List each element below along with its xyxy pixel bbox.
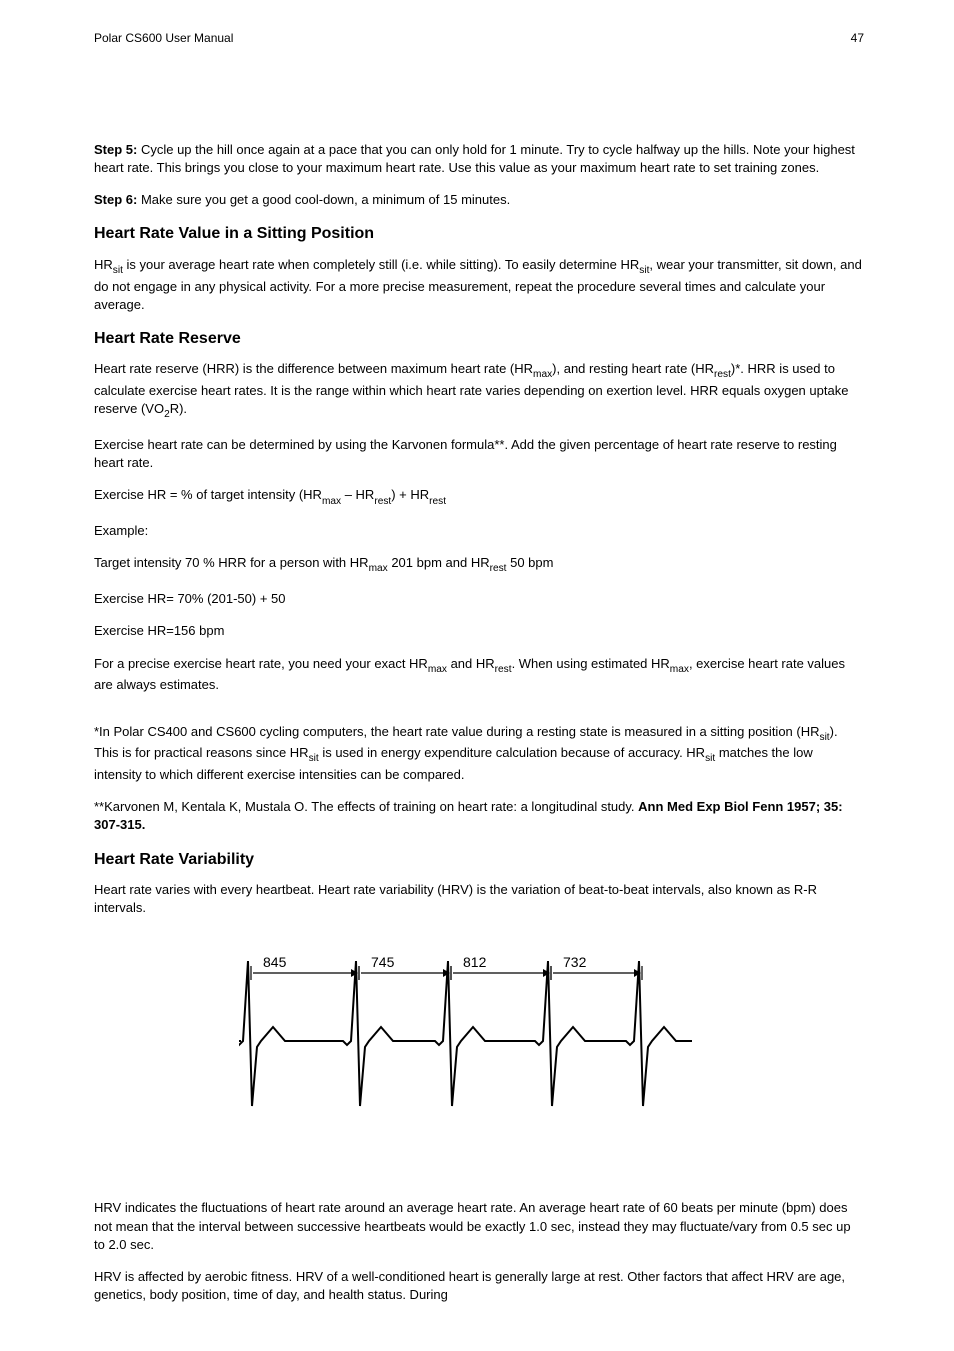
ecg-diagram-container: 845 745 812 732 bbox=[94, 951, 864, 1151]
section-heading-hrsit: Heart Rate Value in a Sitting Position bbox=[94, 223, 864, 245]
svg-text:732: 732 bbox=[563, 954, 587, 970]
section-heading-hrr: Heart Rate Reserve bbox=[94, 328, 864, 350]
ecg-diagram: 845 745 812 732 bbox=[239, 951, 719, 1151]
footnote-2-paragraph: **Karvonen M, Kentala K, Mustala O. The … bbox=[94, 798, 864, 834]
page-header: Polar CS600 User Manual 47 bbox=[94, 30, 864, 47]
svg-text:812: 812 bbox=[463, 954, 487, 970]
footnote-1-paragraph: *In Polar CS400 and CS600 cycling comput… bbox=[94, 723, 864, 785]
page-number: 47 bbox=[851, 30, 864, 47]
hrsit-paragraph: HRsit is your average heart rate when co… bbox=[94, 256, 864, 314]
example-calc-paragraph: Exercise HR= 70% (201-50) + 50 bbox=[94, 590, 864, 608]
section-heading-hrv: Heart Rate Variability bbox=[94, 849, 864, 871]
step-5-label: Step 5: bbox=[94, 142, 137, 157]
example-label: Example: bbox=[94, 522, 864, 540]
step-6-label: Step 6: bbox=[94, 192, 137, 207]
hrv-fluctuation-paragraph: HRV indicates the fluctuations of heart … bbox=[94, 1199, 864, 1254]
hrv-factors-paragraph: HRV is affected by aerobic fitness. HRV … bbox=[94, 1268, 864, 1304]
step-5-text: Cycle up the hill once again at a pace t… bbox=[94, 142, 855, 175]
manual-title: Polar CS600 User Manual bbox=[94, 30, 233, 47]
svg-text:845: 845 bbox=[263, 954, 287, 970]
karvonen-intro-paragraph: Exercise heart rate can be determined by… bbox=[94, 436, 864, 472]
hrr-definition-paragraph: Heart rate reserve (HRR) is the differen… bbox=[94, 360, 864, 422]
svg-text:745: 745 bbox=[371, 954, 395, 970]
example-target-paragraph: Target intensity 70 % HRR for a person w… bbox=[94, 554, 864, 576]
step-5-paragraph: Step 5: Cycle up the hill once again at … bbox=[94, 141, 864, 177]
step-6-paragraph: Step 6: Make sure you get a good cool-do… bbox=[94, 191, 864, 209]
example-result-paragraph: Exercise HR=156 bpm bbox=[94, 622, 864, 640]
hrv-definition-paragraph: Heart rate varies with every heartbeat. … bbox=[94, 881, 864, 917]
precise-hr-paragraph: For a precise exercise heart rate, you n… bbox=[94, 655, 864, 695]
formula-paragraph: Exercise HR = % of target intensity (HRm… bbox=[94, 486, 864, 508]
step-6-text: Make sure you get a good cool-down, a mi… bbox=[137, 192, 510, 207]
